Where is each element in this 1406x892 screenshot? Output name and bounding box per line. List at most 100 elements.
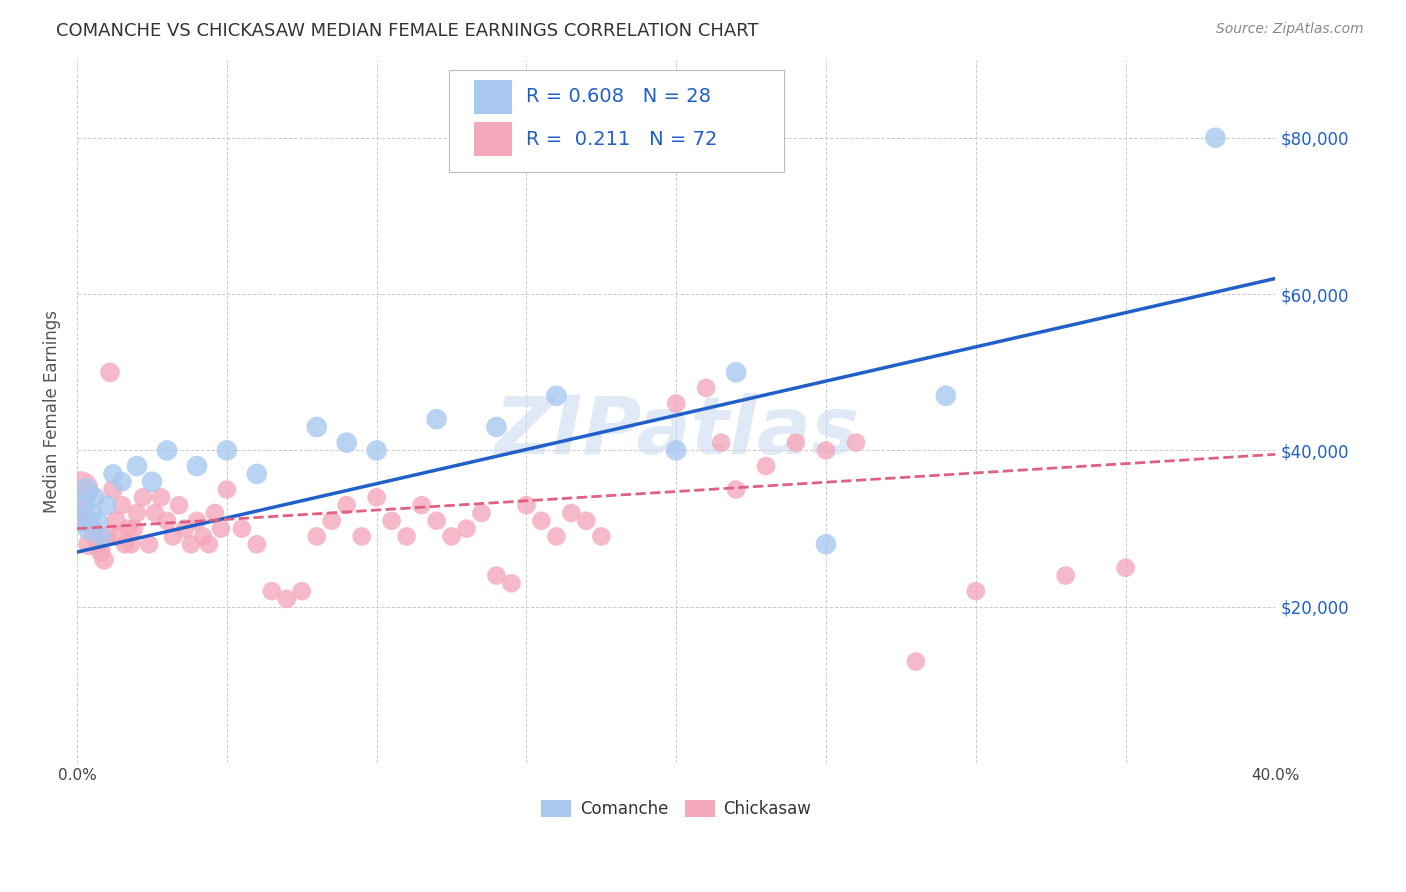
Point (501, 576, 523, 591)
Point (80, 506, 103, 520)
Point (180, 537, 202, 551)
Point (77, 537, 100, 551)
Point (87, 514, 110, 528)
Point (725, 483, 748, 497)
Point (75, 514, 97, 528)
Point (904, 655, 927, 669)
Point (845, 435, 868, 450)
Point (440, 529, 463, 543)
Point (198, 537, 221, 551)
Point (125, 459, 148, 474)
Point (321, 514, 343, 528)
Point (695, 381, 717, 395)
Point (204, 506, 226, 520)
Point (111, 498, 134, 512)
Point (162, 529, 184, 543)
Point (84, 491, 107, 505)
Point (591, 529, 613, 543)
Point (336, 498, 359, 512)
Point (291, 584, 314, 599)
Point (141, 475, 163, 489)
Text: R =  0.211   N = 72: R = 0.211 N = 72 (526, 129, 718, 149)
Y-axis label: Median Female Earnings: Median Female Earnings (44, 310, 60, 513)
Point (965, 584, 987, 599)
Point (755, 459, 778, 474)
Point (72, 506, 94, 520)
FancyBboxPatch shape (474, 80, 512, 114)
Point (710, 435, 733, 450)
Point (186, 514, 208, 528)
Point (149, 491, 172, 505)
Point (101, 467, 124, 481)
Point (125, 506, 148, 520)
Point (167, 498, 190, 512)
Point (117, 522, 139, 536)
Point (665, 396, 688, 410)
Point (215, 483, 238, 497)
Point (366, 491, 388, 505)
Point (90, 529, 112, 543)
Point (72, 498, 94, 512)
Text: COMANCHE VS CHICKASAW MEDIAN FEMALE EARNINGS CORRELATION CHART: COMANCHE VS CHICKASAW MEDIAN FEMALE EARN… (56, 22, 759, 40)
Point (191, 529, 214, 543)
Point (530, 514, 553, 528)
FancyBboxPatch shape (449, 70, 785, 172)
Point (87, 537, 110, 551)
Point (156, 514, 179, 528)
FancyBboxPatch shape (474, 122, 512, 156)
Point (156, 443, 179, 458)
Point (395, 529, 418, 543)
Point (174, 522, 197, 536)
Point (98, 365, 121, 379)
Point (122, 522, 145, 536)
Point (246, 537, 269, 551)
Point (138, 537, 160, 551)
Point (366, 443, 388, 458)
Point (209, 522, 232, 536)
Point (143, 506, 166, 520)
Point (336, 435, 359, 450)
Point (120, 537, 142, 551)
Point (814, 537, 837, 551)
Point (725, 365, 748, 379)
Point (84, 529, 107, 543)
Point (1204, 130, 1226, 145)
Point (80, 522, 103, 536)
Text: Source: ZipAtlas.com: Source: ZipAtlas.com (1216, 22, 1364, 37)
Point (305, 420, 328, 434)
Point (305, 529, 328, 543)
Point (381, 514, 404, 528)
Point (426, 514, 449, 528)
Point (260, 584, 283, 599)
Point (96, 529, 118, 543)
Point (75, 483, 97, 497)
Point (456, 522, 478, 536)
Legend: Comanche, Chickasaw: Comanche, Chickasaw (534, 794, 818, 825)
Text: R = 0.608   N = 28: R = 0.608 N = 28 (526, 87, 711, 106)
Text: ZIPatlas: ZIPatlas (494, 393, 859, 472)
Point (515, 498, 537, 512)
Point (132, 491, 155, 505)
Point (411, 498, 433, 512)
Point (77, 522, 100, 536)
Point (108, 529, 131, 543)
Point (546, 389, 568, 403)
Point (485, 568, 508, 582)
Point (470, 506, 492, 520)
Point (246, 467, 269, 481)
Point (231, 522, 253, 536)
Point (69, 483, 91, 497)
Point (96, 498, 118, 512)
Point (426, 412, 449, 426)
Point (665, 443, 688, 458)
Point (276, 591, 298, 606)
Point (111, 475, 134, 489)
Point (1054, 568, 1077, 582)
Point (814, 443, 837, 458)
Point (560, 506, 582, 520)
Point (785, 435, 807, 450)
Point (101, 483, 124, 497)
Point (575, 514, 598, 528)
Point (93, 553, 115, 567)
Point (186, 459, 208, 474)
